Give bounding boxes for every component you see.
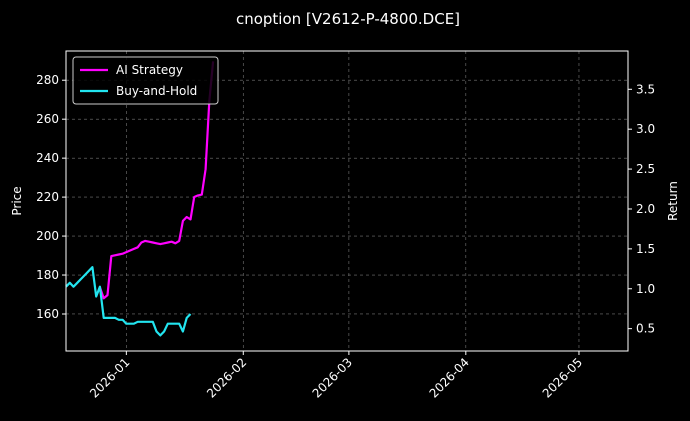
y-left-tick-label: 280	[36, 73, 59, 87]
y-right-tick-label: 1.5	[636, 242, 655, 256]
chart-title: cnoption [V2612-P-4800.DCE]	[236, 10, 460, 28]
y-right-tick-label: 3.5	[636, 82, 655, 96]
y-axis-left-label: Price	[10, 186, 24, 215]
y-right-tick-label: 0.5	[636, 322, 655, 336]
y-left-tick-label: 260	[36, 112, 59, 126]
y-right-tick-label: 2.0	[636, 202, 655, 216]
series-layer	[65, 61, 215, 337]
legend: AI Strategy Buy-and-Hold	[72, 56, 219, 105]
x-axis: 2026-01 2026-02 2026-03 2026-04 2026-05	[87, 351, 585, 401]
y-left-tick-label: 240	[36, 151, 59, 165]
series-line-ai-strategy	[98, 61, 215, 300]
x-tick-label: 2026-04	[427, 355, 472, 400]
x-tick-label: 2026-05	[540, 355, 585, 400]
y-left-tick-label: 200	[36, 229, 59, 243]
y-right-tick-label: 3.0	[636, 122, 655, 136]
y-axis-right-label: Return	[666, 181, 680, 221]
y-left-tick-label: 160	[36, 307, 59, 321]
y-left-tick-label: 180	[36, 268, 59, 282]
plot-frame	[65, 50, 629, 352]
x-tick-label: 2026-01	[87, 355, 132, 400]
y-axis-left: 160 180 200 220 240 260 280	[36, 73, 66, 321]
y-axis-right: 0.5 1.0 1.5 2.0 2.5 3.0 3.5	[628, 82, 655, 336]
grid-layer	[66, 51, 628, 351]
y-left-tick-label: 220	[36, 190, 59, 204]
y-right-tick-label: 2.5	[636, 162, 655, 176]
x-tick-label: 2026-02	[204, 355, 249, 400]
legend-label-ai-strategy: AI Strategy	[116, 63, 183, 77]
legend-label-buy-and-hold: Buy-and-Hold	[116, 84, 197, 98]
y-right-tick-label: 1.0	[636, 282, 655, 296]
legend-frame	[72, 56, 219, 105]
series-line-buy-and-hold	[65, 266, 192, 337]
x-tick-label: 2026-03	[310, 355, 355, 400]
